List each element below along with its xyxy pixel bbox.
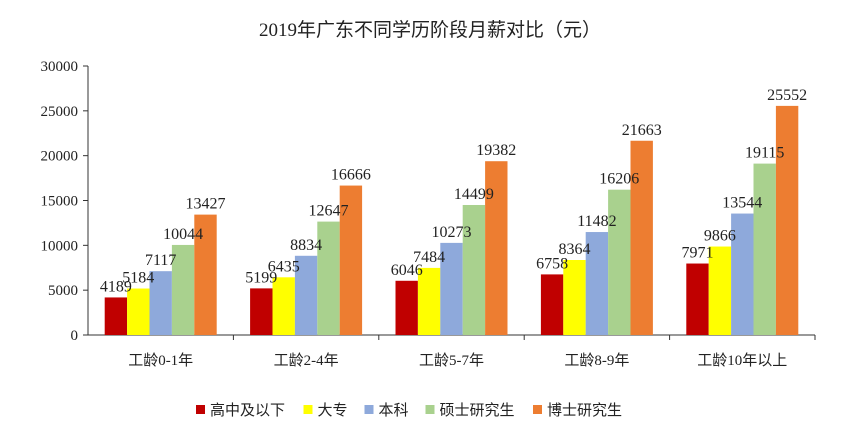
bar xyxy=(250,288,273,335)
y-tick-label: 10000 xyxy=(41,238,79,254)
bar xyxy=(417,267,441,335)
legend-swatch xyxy=(196,405,205,414)
legend-label: 本科 xyxy=(379,402,409,419)
bar xyxy=(462,204,486,335)
y-tick-label: 15000 xyxy=(41,194,79,210)
data-label: 4189 xyxy=(100,278,132,295)
bar xyxy=(127,288,150,335)
legend-label: 高中及以下 xyxy=(210,402,285,419)
bar xyxy=(540,274,564,335)
data-label: 6758 xyxy=(536,255,568,272)
y-tick-label: 20000 xyxy=(41,149,79,165)
legend-item: 高中及以下 xyxy=(196,402,285,419)
bar xyxy=(775,105,799,336)
bar xyxy=(608,189,631,335)
data-label: 12647 xyxy=(309,203,349,220)
legend-label: 硕士研究生 xyxy=(440,402,515,419)
bar xyxy=(171,244,195,335)
legend-swatch xyxy=(364,405,374,414)
data-label: 19115 xyxy=(745,145,784,162)
data-label: 11482 xyxy=(577,213,616,230)
legend-swatch xyxy=(425,405,435,414)
x-tick-label: 工龄10年以上 xyxy=(697,352,787,369)
legend-swatch xyxy=(533,405,542,414)
bar xyxy=(149,271,172,335)
data-label: 8364 xyxy=(559,241,591,258)
y-tick-label: 0 xyxy=(71,328,79,344)
x-tick-label: 工龄0-1年 xyxy=(128,352,193,369)
data-label: 13544 xyxy=(722,195,762,212)
data-label: 6046 xyxy=(391,262,423,279)
chart-title: 2019年广东不同学历阶段月薪对比（元） xyxy=(259,19,601,41)
bar xyxy=(194,214,217,335)
y-tick-label: 5000 xyxy=(48,283,78,299)
data-label: 6435 xyxy=(268,258,300,275)
bar xyxy=(630,140,653,335)
data-label: 10044 xyxy=(163,226,203,243)
data-label: 9866 xyxy=(704,228,736,245)
data-label: 10273 xyxy=(432,224,472,241)
bar xyxy=(731,213,754,335)
bar xyxy=(339,185,363,335)
bar xyxy=(485,161,508,335)
legend-label: 大专 xyxy=(318,402,348,419)
data-label: 5184 xyxy=(122,270,154,287)
data-label: 7971 xyxy=(682,245,714,262)
data-label: 14499 xyxy=(454,186,494,203)
data-label: 16206 xyxy=(599,171,639,188)
bar xyxy=(272,277,295,335)
x-tick-label: 工龄8-9年 xyxy=(564,352,629,369)
bar xyxy=(294,255,318,335)
legend-item: 大专 xyxy=(303,402,348,419)
legend-item: 博士研究生 xyxy=(533,402,622,419)
y-tick-label: 25000 xyxy=(41,104,79,120)
bar xyxy=(563,260,586,335)
bar xyxy=(686,263,709,335)
legend-swatch xyxy=(303,405,313,414)
data-label: 7117 xyxy=(145,252,176,269)
bar xyxy=(317,221,340,335)
bar xyxy=(440,242,463,335)
bar xyxy=(395,280,418,335)
x-tick-label: 工龄2-4年 xyxy=(274,352,339,369)
data-label: 8834 xyxy=(290,237,322,254)
bar xyxy=(753,163,776,335)
bar xyxy=(585,232,609,335)
data-label: 19382 xyxy=(476,142,516,159)
bar xyxy=(708,246,732,335)
bar xyxy=(104,297,128,335)
data-label: 7484 xyxy=(413,249,445,266)
data-label: 13427 xyxy=(186,196,226,213)
data-label: 16666 xyxy=(331,167,371,184)
legend-label: 博士研究生 xyxy=(547,402,622,419)
legend-item: 本科 xyxy=(364,402,409,419)
data-label: 21663 xyxy=(622,122,662,139)
legend-item: 硕士研究生 xyxy=(425,402,515,419)
y-tick-label: 30000 xyxy=(41,59,79,75)
data-label: 5199 xyxy=(245,269,277,286)
data-label: 25552 xyxy=(767,87,807,104)
x-tick-label: 工龄5-7年 xyxy=(419,352,484,369)
